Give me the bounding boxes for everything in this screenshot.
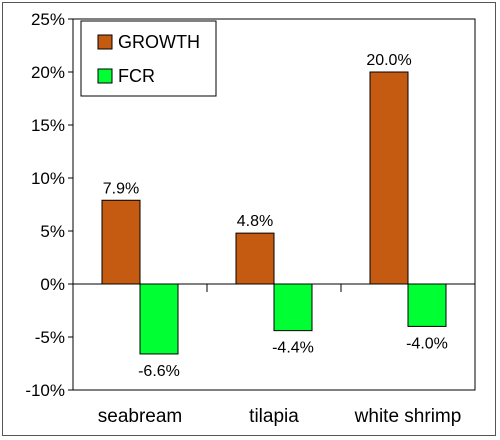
legend-swatch-fcr [97,68,113,84]
data-labels: 7.9% -6.6% 4.8% -4.4% 20.0% -4.0% [103,52,448,380]
data-label-growth-white-shrimp: 20.0% [366,52,411,69]
bar-growth-seabream [101,199,141,285]
y-tick-label: 20% [31,63,65,82]
bar-growth-tilapia [235,232,275,285]
x-tick-label-white-shrimp: white shrimp [354,406,462,427]
y-tick-label: 10% [31,169,65,188]
data-label-fcr-tilapia: -4.4% [272,340,314,357]
legend: GROWTH FCR [80,20,217,97]
y-tick-label: 5% [40,222,65,241]
y-tick-label: 25% [31,10,65,29]
y-tick-label: -5% [35,328,65,347]
y-tick-label: 0% [40,275,65,294]
data-label-growth-tilapia: 4.8% [237,213,273,230]
data-label-fcr-seabream: -6.6% [138,363,180,380]
data-label-growth-seabream: 7.9% [103,180,139,197]
y-tick-label: 15% [31,116,65,135]
legend-swatch-growth [97,34,113,50]
bar-fcr-seabream [139,283,179,355]
legend-label-fcr: FCR [118,66,155,86]
bars [101,71,447,355]
legend-label-growth: GROWTH [118,32,200,52]
y-axis: -10% -5% 0% 5% 10% 15% 20% 25% [25,10,73,400]
bar-growth-white-shrimp [369,71,409,285]
data-label-fcr-white-shrimp: -4.0% [406,335,448,352]
x-tick-label-tilapia: tilapia [249,406,299,427]
y-tick-label: -10% [25,381,65,400]
x-tick-label-seabream: seabream [98,406,183,427]
bar-fcr-white-shrimp [407,283,447,327]
bar-fcr-tilapia [273,283,313,332]
